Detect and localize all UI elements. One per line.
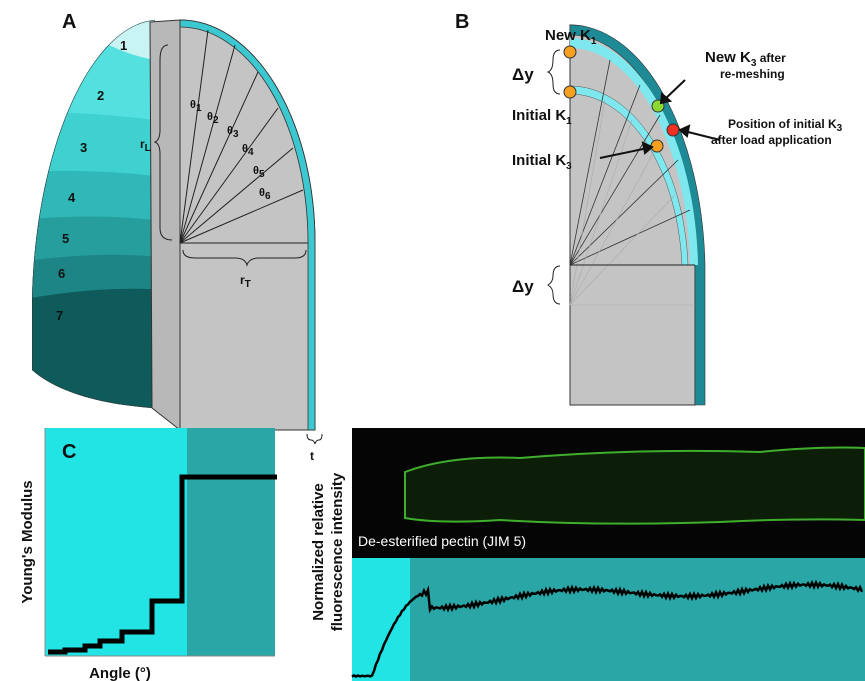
panel-label: A	[62, 11, 76, 33]
region: 5	[62, 231, 69, 246]
delta-y: Δy	[512, 65, 534, 84]
angle-index: 2	[213, 115, 219, 126]
angle-index: 3	[233, 129, 239, 140]
cross-section	[180, 20, 315, 430]
region: 3	[80, 140, 87, 155]
brace	[548, 266, 560, 304]
region: 4	[68, 190, 76, 205]
cut-face	[150, 20, 180, 430]
brace	[548, 50, 560, 94]
tube	[405, 448, 865, 524]
brace	[307, 434, 322, 444]
region-shank	[410, 558, 865, 681]
angle-index: 5	[259, 169, 265, 180]
region: 2	[97, 88, 104, 103]
figure: A 1 2 3 4 5 6 7 θ1θ2θ3θ4θ5θ6 rL rT t B	[0, 0, 865, 681]
delta-y: Δy	[512, 277, 534, 296]
panel-label: B	[455, 11, 469, 33]
region-tip	[352, 558, 410, 681]
image-caption: De-esterified pectin (JIM 5)	[358, 533, 526, 549]
x-axis-label: Angle (°)	[89, 665, 151, 681]
node-initial-k3	[651, 140, 663, 152]
node-initial-k1	[564, 86, 576, 98]
new-k3-label: New K3 after	[705, 49, 786, 69]
node-load-k3	[667, 124, 679, 136]
node-new-k1	[564, 46, 576, 58]
y-axis-label: Young's Modulus	[19, 480, 36, 603]
initial-k1-label: Initial K1	[512, 107, 572, 127]
dome-bands	[20, 10, 170, 430]
angle-index: 6	[265, 191, 271, 202]
region: 1	[120, 38, 127, 53]
panel-label: C	[62, 441, 76, 463]
initial-k3-label: Initial K3	[512, 152, 572, 172]
angle-index: 1	[196, 103, 202, 114]
region-shank	[187, 428, 275, 656]
angle-index: 4	[248, 147, 254, 158]
new-k3-label-2: re-meshing	[720, 67, 785, 81]
region: 6	[58, 266, 65, 281]
load-k3-label: Position of initial K3	[728, 117, 843, 134]
y-axis-label: fluorescence intensity	[329, 472, 346, 631]
load-k3-label-2: after load application	[711, 133, 832, 147]
y-axis-label: Normalized relative	[310, 483, 327, 621]
region: 7	[56, 308, 63, 323]
t-label: t	[310, 449, 314, 463]
